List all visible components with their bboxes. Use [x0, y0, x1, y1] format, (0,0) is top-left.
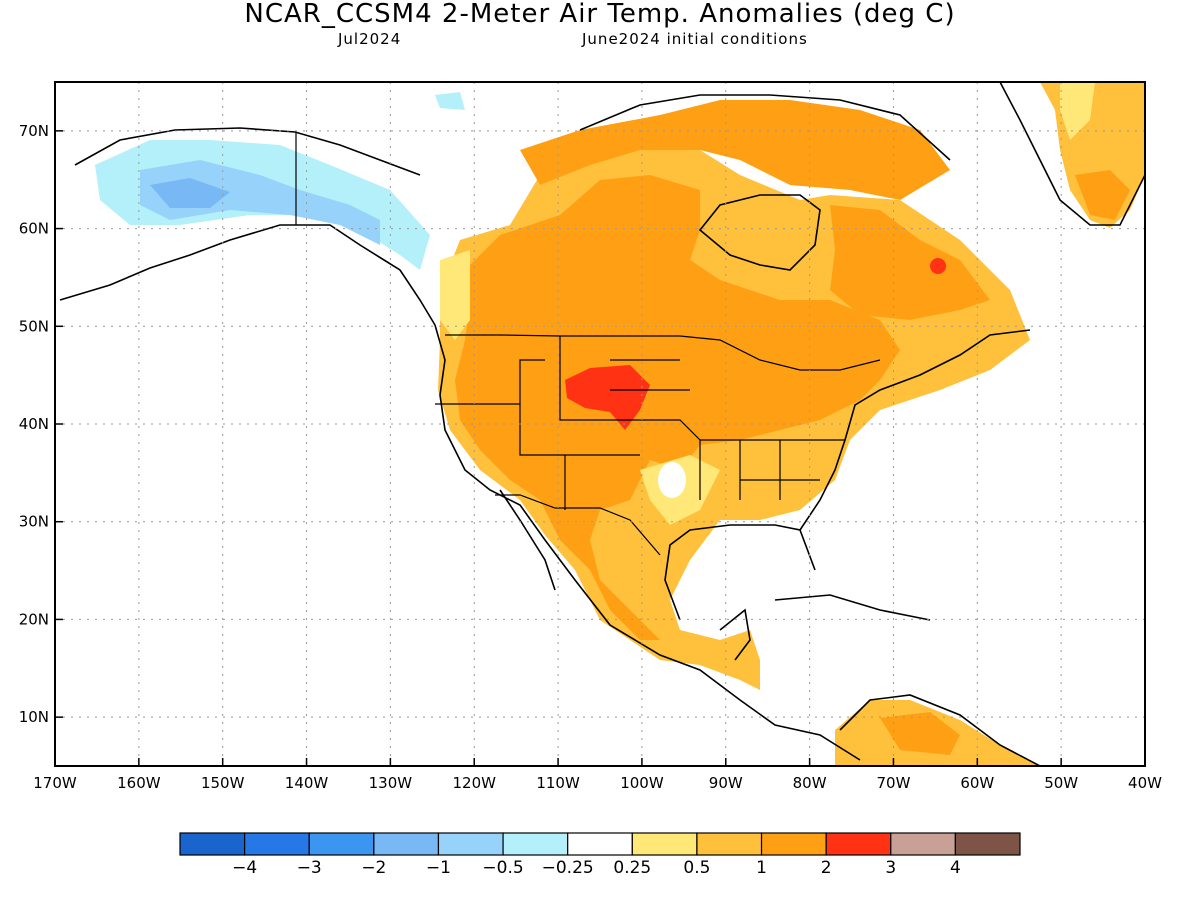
lon-tick-label: 130W: [369, 774, 413, 792]
initial-conditions-label: June2024 initial conditions: [582, 30, 808, 48]
anomaly-shading: [95, 82, 1145, 766]
coastline-gulf: [664, 524, 816, 621]
lon-tick-label: 70W: [877, 774, 911, 792]
colorbar-label: −0.5: [482, 858, 523, 878]
anomaly-region-0p25-0p5-greenland: [1060, 82, 1095, 140]
border-us-mexico: [495, 494, 661, 556]
colorbar-swatch: [244, 832, 310, 856]
lat-tick-label: 60N: [19, 220, 49, 238]
coastline-caribbean: [774, 594, 931, 621]
colorbar-label: 0.5: [683, 858, 710, 878]
lat-tick-label: 50N: [19, 317, 49, 335]
colorbar-label: 3: [885, 858, 896, 878]
coastline-greenland: [999, 82, 1145, 226]
coastline-baja: [499, 489, 556, 591]
lat-tick-label: 20N: [19, 610, 49, 628]
lon-tick-label: 90W: [709, 774, 743, 792]
anomaly-region-2-3: [565, 365, 650, 430]
latitude-axis: 10N 20N 30N 40N 50N 60N 70N: [19, 122, 63, 726]
lon-tick-label: 170W: [33, 774, 77, 792]
colorbar-label: −0.25: [542, 858, 594, 878]
colorbar-label: 2: [821, 858, 832, 878]
border-us-canada: [445, 334, 881, 371]
lon-tick-label: 140W: [285, 774, 329, 792]
lat-tick-label: 40N: [19, 415, 49, 433]
anomaly-region-1-2: [455, 175, 900, 640]
lon-tick-label: 100W: [620, 774, 664, 792]
valid-month-label: Jul2024: [338, 30, 402, 48]
lon-tick-label: 80W: [793, 774, 827, 792]
political-borders: [295, 132, 881, 556]
anomaly-region-0p25-0p5-2: [440, 250, 470, 340]
coastline-arctic-islands: [579, 94, 951, 161]
lat-tick-label: 70N: [19, 122, 49, 140]
colorbar-label: −2: [361, 858, 386, 878]
border-central-states: [559, 336, 701, 500]
colorbar-label: 4: [950, 858, 961, 878]
colorbar-swatch: [437, 832, 504, 856]
coastline-south-america: [839, 694, 1041, 766]
colorbar-swatch: [760, 832, 827, 856]
colorbar-label: −1: [426, 858, 451, 878]
colorbar-swatch: [179, 832, 246, 856]
anomaly-region-arctic: [520, 100, 950, 200]
colorbar-swatch: [373, 832, 440, 856]
colorbar-label: 0.25: [613, 858, 651, 878]
coastline-west: [434, 324, 861, 761]
colorbar-swatch: [308, 832, 375, 856]
lon-tick-label: 60W: [960, 774, 994, 792]
lat-tick-label: 30N: [19, 513, 49, 531]
anomaly-region-quebec: [830, 205, 990, 320]
colorbar-swatch: [696, 832, 763, 856]
coastline-hudson-bay: [698, 194, 821, 271]
colorbar-swatch: [954, 832, 1021, 856]
anomaly-region-neg-1: [140, 160, 380, 245]
lon-tick-label: 120W: [452, 774, 496, 792]
lon-tick-label: 160W: [117, 774, 161, 792]
anomaly-region-south-america-2: [880, 712, 960, 755]
border-east-states: [700, 439, 845, 500]
border-west-states: [435, 359, 640, 510]
coastline-east: [799, 329, 1031, 531]
colorbar-swatch: [567, 832, 633, 856]
colorbar-label: −4: [232, 858, 257, 878]
coastlines: [59, 82, 1145, 766]
lon-tick-label: 40W: [1128, 774, 1162, 792]
coastline-yucatan: [719, 608, 751, 661]
colorbar: −4 −3 −2 −1 −0.5 −0.25 0.25 0.5 1 2 3 4: [179, 832, 1021, 878]
colorbar-swatch: [631, 832, 698, 856]
longitude-axis: 170W 160W 150W 140W 130W 120W 110W 100W 90W 80W 70…: [33, 758, 1162, 792]
lat-tick-label: 10N: [19, 708, 49, 726]
anomaly-region-neutral: [658, 462, 686, 498]
anomaly-region-neg-1-2: [150, 178, 230, 208]
anomaly-region-2-3-quebec: [930, 258, 946, 274]
colorbar-swatch: [890, 832, 956, 856]
colorbar-swatch: [502, 832, 569, 856]
map-title: NCAR_CCSM4 2-Meter Air Temp. Anomalies (…: [244, 0, 956, 29]
lon-tick-label: 150W: [201, 774, 245, 792]
graticule: [55, 82, 1145, 766]
anomaly-region-greenland-high: [1075, 170, 1130, 220]
lon-tick-label: 50W: [1044, 774, 1078, 792]
colorbar-swatch: [825, 832, 892, 856]
colorbar-label: 1: [756, 858, 767, 878]
coastline-alaska: [59, 224, 436, 326]
colorbar-label: −3: [297, 858, 322, 878]
anomaly-region-neg-0p5-north: [435, 92, 465, 110]
lon-tick-label: 110W: [536, 774, 580, 792]
coastline-alaska-north: [74, 127, 421, 176]
